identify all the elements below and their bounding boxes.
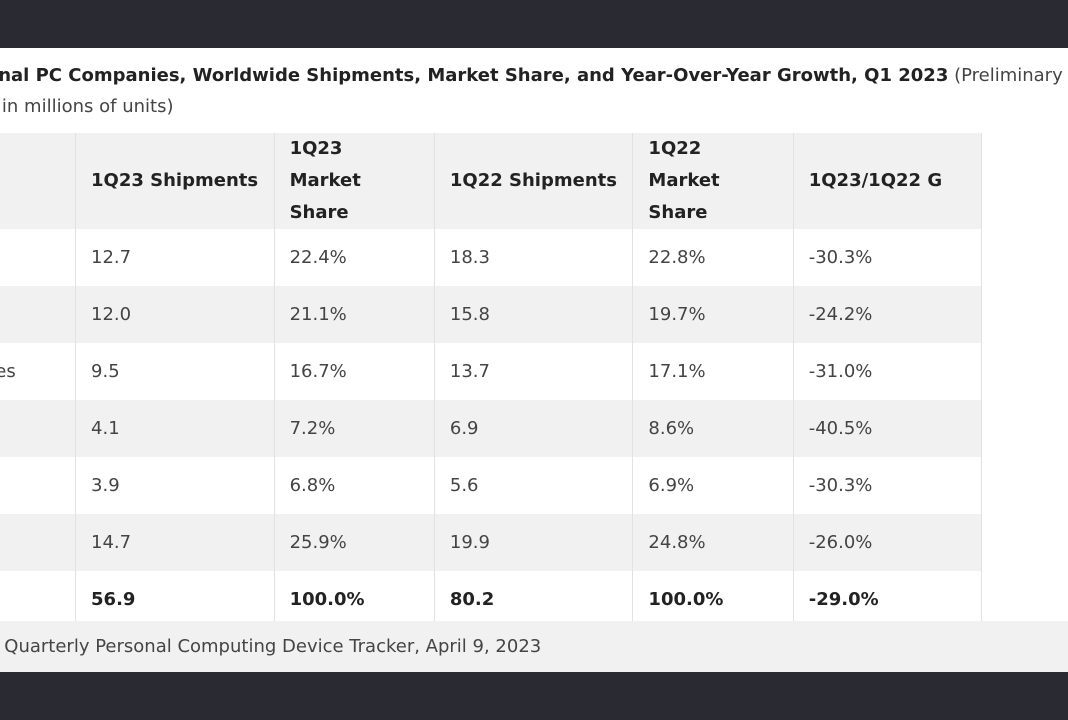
cell-1q23-shipments: 12.7 bbox=[75, 229, 275, 286]
cell-1q22-shipments: 5.6 bbox=[434, 457, 634, 514]
article-content: ditional PC Companies, Worldwide Shipmen… bbox=[0, 48, 1068, 672]
cell-1q22-share: 19.7% bbox=[632, 286, 794, 343]
cell-1q22-share: 6.9% bbox=[632, 457, 794, 514]
table-row: 14.7 25.9% 19.9 24.8% -26.0% bbox=[0, 514, 983, 571]
table-source-footer: C Quarterly Personal Computing Device Tr… bbox=[0, 621, 1068, 672]
cell-1q23-shipments: 56.9 bbox=[75, 571, 275, 628]
cell-1q22-shipments: 6.9 bbox=[434, 400, 634, 457]
cell-1q22-share: 17.1% bbox=[632, 343, 794, 400]
cell-1q22-shipments: 19.9 bbox=[434, 514, 634, 571]
cell-1q23-share: 7.2% bbox=[274, 400, 435, 457]
cell-company bbox=[0, 457, 77, 514]
header-1q23-shipments: 1Q23 Shipments bbox=[75, 133, 275, 229]
cell-1q22-shipments: 80.2 bbox=[434, 571, 634, 628]
cell-1q23-share: 6.8% bbox=[274, 457, 435, 514]
bottom-bar bbox=[0, 672, 1068, 720]
cell-1q23-share: 22.4% bbox=[274, 229, 435, 286]
cell-1q22-shipments: 13.7 bbox=[434, 343, 634, 400]
cell-company bbox=[0, 286, 77, 343]
top-bar bbox=[0, 0, 1068, 48]
cell-1q22-share: 22.8% bbox=[632, 229, 794, 286]
shipments-table: 1Q23 Shipments 1Q23 Market Share 1Q22 Sh… bbox=[0, 133, 983, 628]
cell-1q22-shipments: 15.8 bbox=[434, 286, 634, 343]
table-row-total: 56.9 100.0% 80.2 100.0% -29.0% bbox=[0, 571, 983, 628]
header-1q23-market-share: 1Q23 Market Share bbox=[274, 133, 435, 229]
cell-company bbox=[0, 571, 77, 628]
table-caption: ditional PC Companies, Worldwide Shipmen… bbox=[0, 60, 1068, 122]
caption-note: (Preliminary r bbox=[948, 65, 1068, 86]
table-row: hnologies 9.5 16.7% 13.7 17.1% -31.0% bbox=[0, 343, 983, 400]
cell-1q22-shipments: 18.3 bbox=[434, 229, 634, 286]
cell-growth: -40.5% bbox=[793, 400, 983, 457]
header-1q22-market-share: 1Q22 Market Share bbox=[632, 133, 794, 229]
cell-1q23-share: 21.1% bbox=[274, 286, 435, 343]
cell-growth: -30.3% bbox=[793, 457, 983, 514]
cell-1q23-shipments: 3.9 bbox=[75, 457, 275, 514]
table-header-row: 1Q23 Shipments 1Q23 Market Share 1Q22 Sh… bbox=[0, 133, 983, 229]
header-company bbox=[0, 133, 77, 229]
cell-1q22-share: 24.8% bbox=[632, 514, 794, 571]
cell-1q23-share: 100.0% bbox=[274, 571, 435, 628]
cell-company bbox=[0, 400, 77, 457]
table-row: 4.1 7.2% 6.9 8.6% -40.5% bbox=[0, 400, 983, 457]
cell-growth: -31.0% bbox=[793, 343, 983, 400]
caption-units-note: s are in millions of units) bbox=[0, 96, 174, 117]
source-text: C Quarterly Personal Computing Device Tr… bbox=[0, 636, 542, 657]
header-growth: 1Q23/1Q22 G bbox=[793, 133, 983, 229]
cell-1q23-shipments: 9.5 bbox=[75, 343, 275, 400]
table-row: 12.7 22.4% 18.3 22.8% -30.3% bbox=[0, 229, 983, 286]
table-row: 3.9 6.8% 5.6 6.9% -30.3% bbox=[0, 457, 983, 514]
cell-growth: -24.2% bbox=[793, 286, 983, 343]
cell-1q23-shipments: 14.7 bbox=[75, 514, 275, 571]
cell-1q23-shipments: 12.0 bbox=[75, 286, 275, 343]
cell-company bbox=[0, 514, 77, 571]
cell-company: hnologies bbox=[0, 343, 77, 400]
cell-1q23-share: 16.7% bbox=[274, 343, 435, 400]
table-row: 12.0 21.1% 15.8 19.7% -24.2% bbox=[0, 286, 983, 343]
cell-company bbox=[0, 229, 77, 286]
header-1q22-shipments: 1Q22 Shipments bbox=[434, 133, 634, 229]
cell-1q23-share: 25.9% bbox=[274, 514, 435, 571]
cell-1q23-shipments: 4.1 bbox=[75, 400, 275, 457]
cell-1q22-share: 8.6% bbox=[632, 400, 794, 457]
cell-growth: -30.3% bbox=[793, 229, 983, 286]
cell-1q22-share: 100.0% bbox=[632, 571, 794, 628]
caption-title: ditional PC Companies, Worldwide Shipmen… bbox=[0, 65, 949, 86]
cell-growth: -29.0% bbox=[793, 571, 983, 628]
cell-growth: -26.0% bbox=[793, 514, 983, 571]
